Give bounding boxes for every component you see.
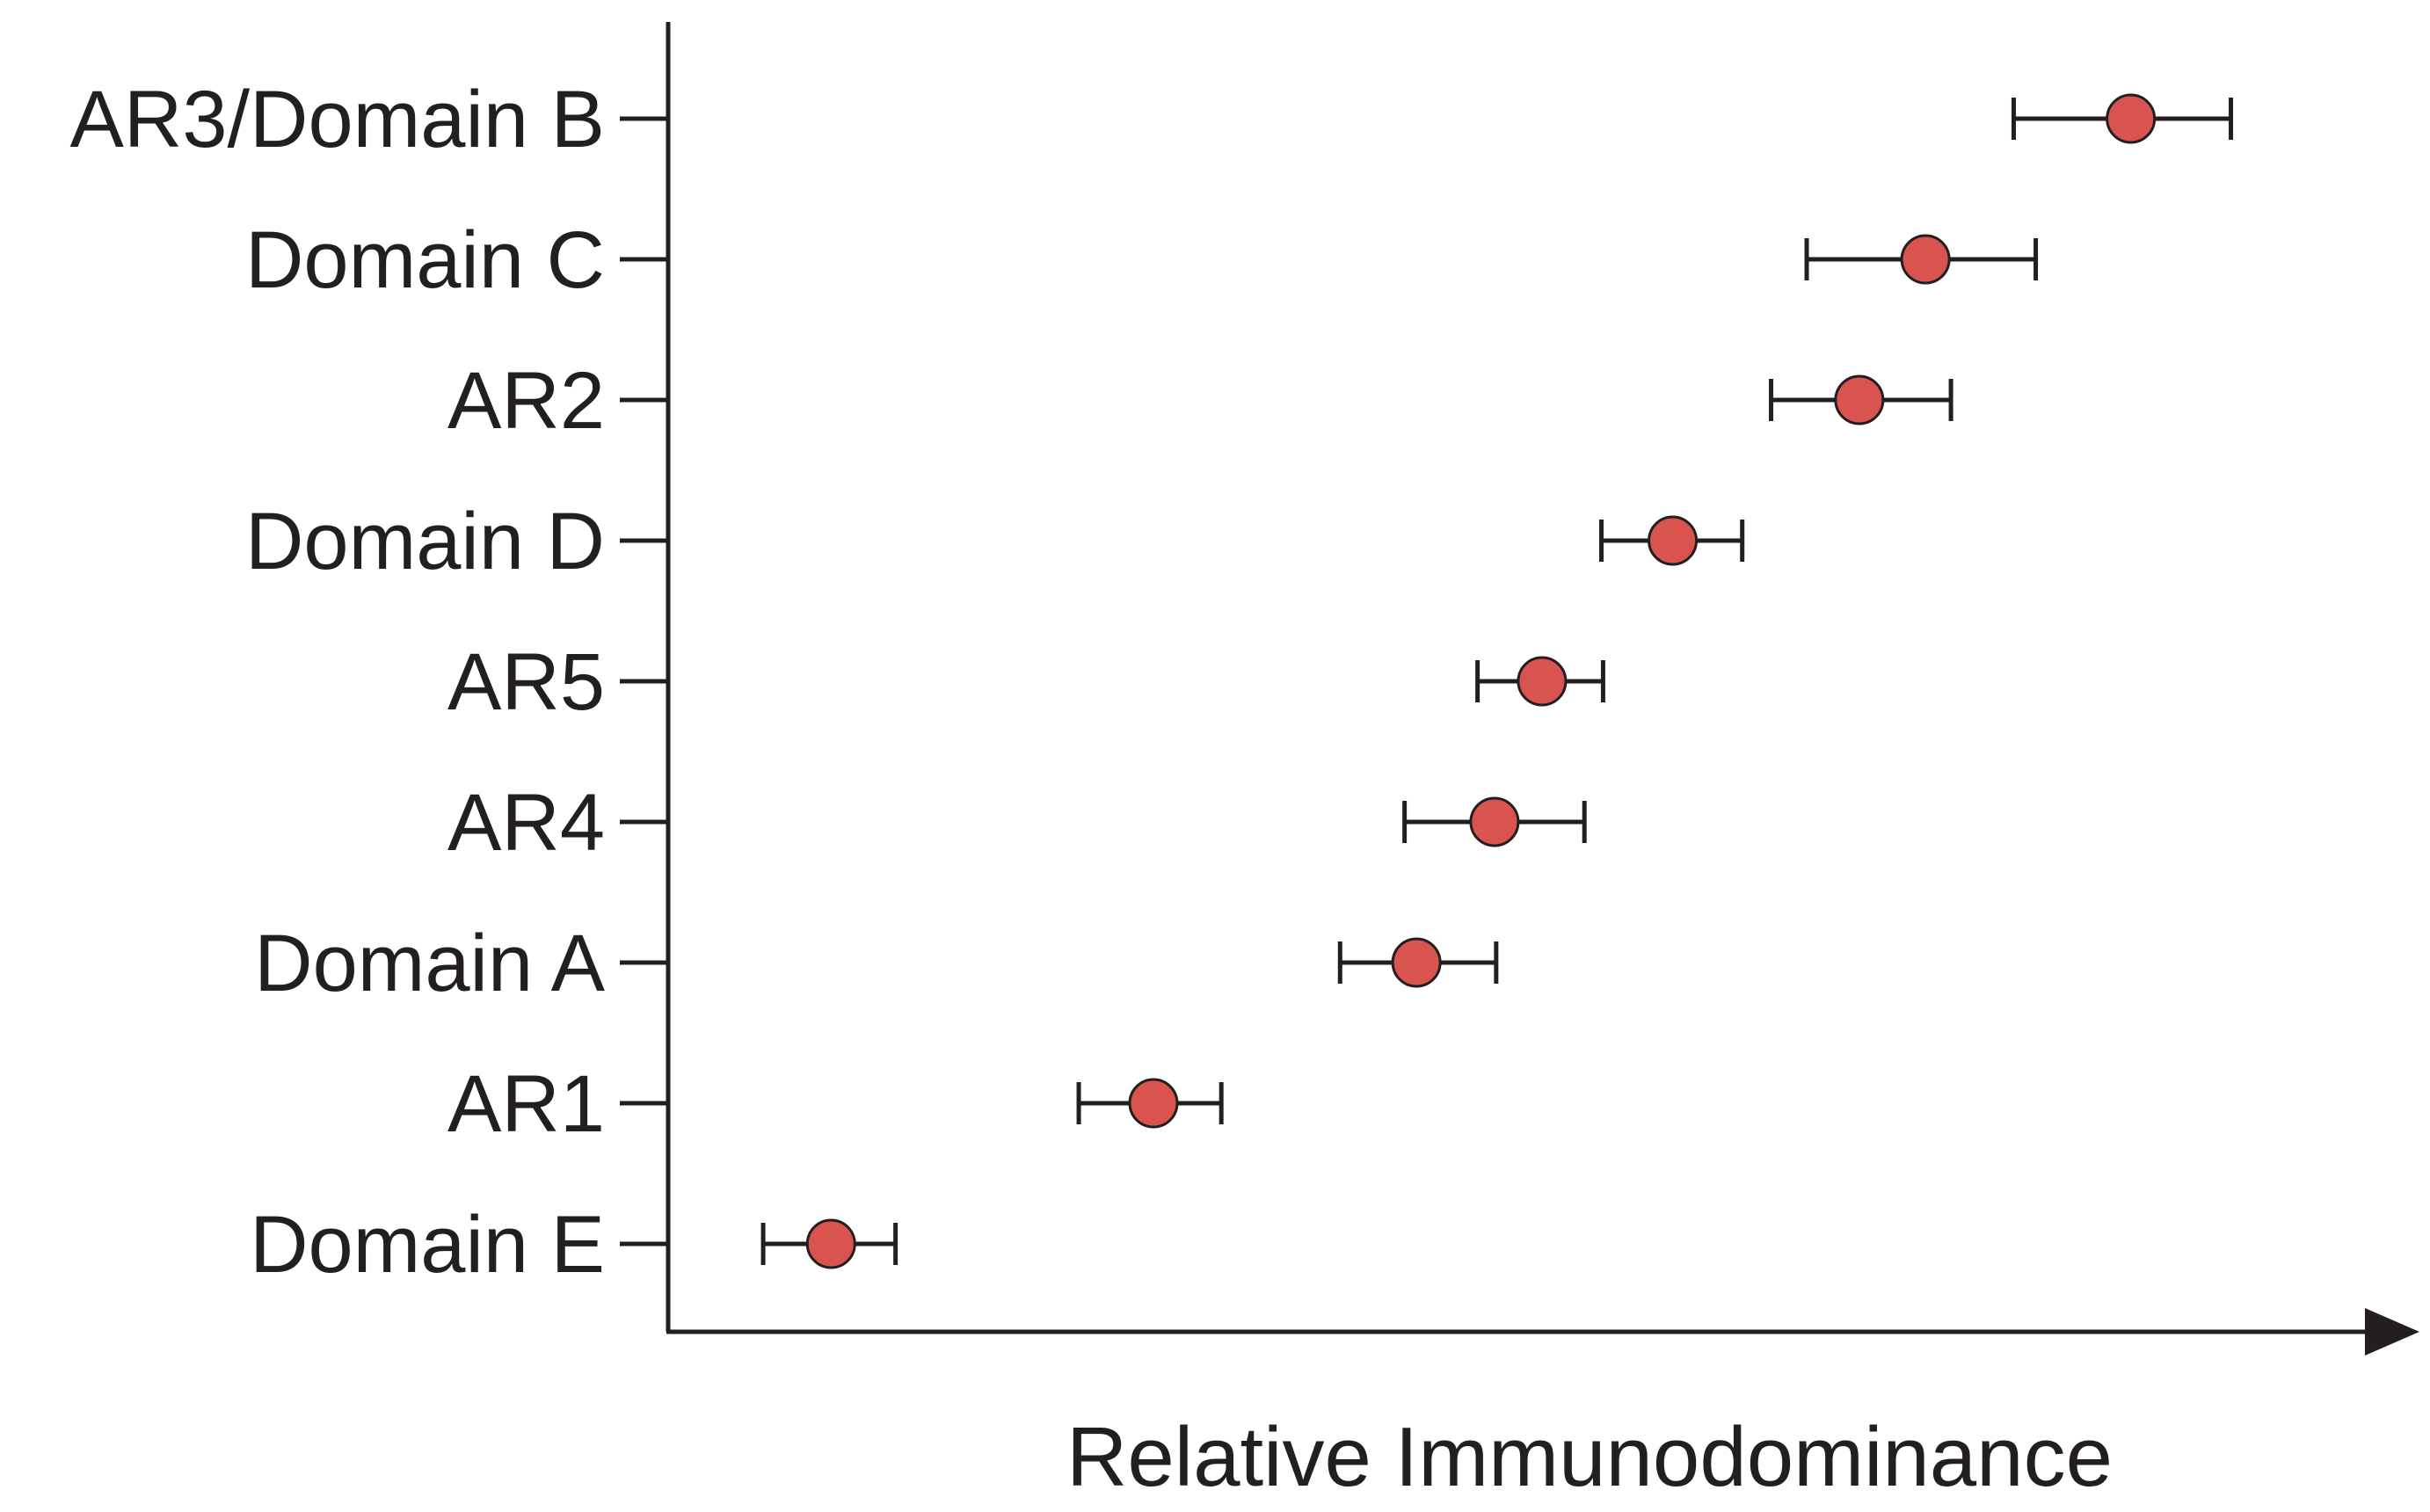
- data-point-ar3-domain-b: [2106, 93, 2157, 144]
- y-tick-labels: AR3/Domain B Domain C AR2 Domain D AR5 AR4 Dom…: [70, 75, 606, 1290]
- data-points: [805, 93, 2157, 1269]
- y-tick-label-domain-c: Domain C: [245, 215, 605, 305]
- axes: [666, 22, 2419, 1356]
- x-axis-arrowhead: [2365, 1308, 2419, 1356]
- error-bars: [760, 98, 2234, 1265]
- data-point-domain-a: [1391, 937, 1442, 988]
- y-tick-label-domain-a: Domain A: [254, 919, 605, 1008]
- y-tick-label-ar2: AR2: [447, 356, 605, 446]
- y-tick-label-ar3-domain-b: AR3/Domain B: [70, 75, 605, 164]
- data-point-ar2: [1834, 374, 1885, 425]
- x-axis-title: Relative Immunodominance: [1066, 1410, 2113, 1504]
- y-tick-label-domain-d: Domain D: [245, 497, 605, 586]
- data-point-domain-e: [805, 1218, 856, 1269]
- data-point-ar5: [1517, 656, 1568, 707]
- y-tick-label-ar5: AR5: [447, 637, 605, 727]
- data-point-ar1: [1128, 1078, 1179, 1129]
- y-tick-label-ar4: AR4: [447, 778, 605, 868]
- y-tick-label-domain-e: Domain E: [250, 1200, 605, 1290]
- data-point-domain-d: [1648, 515, 1699, 566]
- data-point-ar4: [1469, 796, 1520, 847]
- y-ticks: [620, 116, 668, 1247]
- data-point-domain-c: [1900, 234, 1951, 285]
- y-tick-label-ar1: AR1: [447, 1059, 605, 1149]
